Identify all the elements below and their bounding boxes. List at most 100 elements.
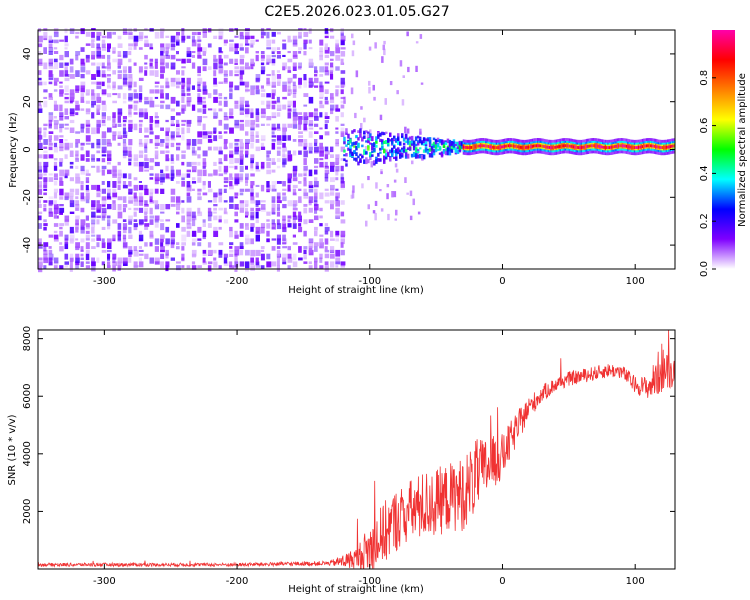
heatmap-cell (266, 100, 271, 107)
heatmap-cell (53, 261, 59, 268)
heatmap-cell (303, 253, 307, 259)
heatmap-cell (351, 50, 355, 57)
heatmap-cell (287, 215, 292, 219)
heatmap-cell (357, 142, 360, 148)
heatmap-cell (367, 159, 370, 164)
heatmap-band-cell (544, 145, 547, 149)
heatmap-cell (266, 93, 271, 98)
heatmap-cell (282, 219, 286, 224)
heatmap-cell (424, 147, 428, 152)
heatmap-cell (250, 158, 254, 164)
heatmap-cell (75, 100, 79, 105)
heatmap-cell (324, 261, 329, 266)
heatmap-cell (383, 140, 386, 144)
heatmap-cell (128, 226, 132, 234)
heatmap-cell (64, 66, 68, 71)
heatmap-cell (138, 234, 144, 242)
heatmap-cell (91, 81, 96, 85)
heatmap-cell (202, 58, 208, 66)
heatmap-cell (391, 137, 394, 143)
heatmap-cell (260, 142, 265, 147)
heatmap-cell (181, 58, 186, 64)
heatmap-band-cell (521, 146, 523, 149)
heatmap-cell (397, 140, 400, 145)
heatmap-cell (319, 112, 323, 118)
y-tick-label: 6000 (22, 384, 33, 409)
heatmap-cell (64, 77, 70, 82)
heatmap-cell (149, 219, 154, 225)
heatmap-cell (170, 54, 176, 60)
heatmap-cell (218, 265, 222, 269)
heatmap-cell (176, 146, 181, 151)
heatmap-cell (197, 51, 201, 58)
heatmap-cell (234, 62, 238, 65)
heatmap-cell (223, 142, 227, 149)
heatmap-cell (165, 150, 170, 154)
heatmap-cell (48, 39, 54, 43)
heatmap-cell (260, 85, 264, 89)
heatmap-cell (207, 43, 212, 48)
heatmap-band-cell (519, 145, 522, 149)
heatmap-band-cell (608, 146, 611, 149)
heatmap-cell (160, 139, 165, 143)
heatmap-cell (43, 146, 48, 149)
heatmap-cell (340, 100, 346, 104)
heatmap-cell (245, 177, 249, 183)
heatmap-cell (260, 66, 266, 72)
heatmap-cell (234, 43, 239, 49)
heatmap-cell (85, 223, 90, 228)
heatmap-cell (128, 93, 133, 100)
heatmap-cell (165, 119, 169, 123)
heatmap-cell (448, 147, 452, 152)
heatmap-cell (330, 184, 335, 191)
heatmap-cell (181, 35, 186, 41)
heatmap-cell (385, 131, 388, 134)
heatmap-cell (48, 204, 53, 207)
heatmap-cell (298, 188, 302, 191)
heatmap-cell (335, 54, 341, 61)
heatmap-cell (367, 146, 370, 151)
heatmap-cell (69, 196, 74, 203)
heatmap-cell (340, 177, 345, 184)
heatmap-cell (340, 96, 345, 100)
heatmap-cell (298, 257, 303, 261)
heatmap-cell (181, 173, 187, 178)
heatmap-cell (128, 77, 133, 85)
heatmap-cell (138, 85, 143, 93)
heatmap-cell (107, 85, 111, 89)
heatmap-cell (53, 123, 58, 130)
heatmap-cell (401, 154, 404, 158)
heatmap-cell (324, 146, 329, 152)
heatmap-cell (364, 146, 368, 154)
heatmap-cell (308, 238, 314, 244)
heatmap-cell (382, 44, 385, 51)
heatmap-cell (255, 257, 259, 263)
heatmap-cell (191, 54, 195, 58)
heatmap-cell (458, 149, 462, 153)
heatmap-cell (138, 47, 143, 50)
heatmap-cell (160, 211, 165, 214)
heatmap-cell (255, 226, 261, 234)
heatmap-cell (144, 215, 148, 221)
heatmap-cell (149, 116, 153, 123)
heatmap-cell (385, 153, 388, 157)
heatmap-band-cell (551, 146, 554, 149)
heatmap-cell (250, 131, 254, 136)
heatmap-cell (393, 145, 396, 149)
heatmap-cell (197, 146, 201, 151)
heatmap-cell (154, 96, 159, 99)
heatmap-cell (43, 265, 47, 270)
heatmap-cell (176, 154, 180, 161)
heatmap-cell (319, 142, 323, 150)
heatmap-band-cell (636, 146, 639, 149)
heatmap-cell (154, 62, 158, 69)
heatmap-cell (149, 192, 153, 199)
heatmap-cell (197, 238, 202, 241)
heatmap-cell (176, 142, 181, 146)
heatmap-cell (308, 96, 314, 104)
heatmap-cell (80, 47, 85, 52)
heatmap-cell (276, 238, 281, 245)
heatmap-cell (181, 123, 186, 126)
heatmap-cell (287, 265, 291, 270)
heatmap-cell (176, 246, 180, 250)
